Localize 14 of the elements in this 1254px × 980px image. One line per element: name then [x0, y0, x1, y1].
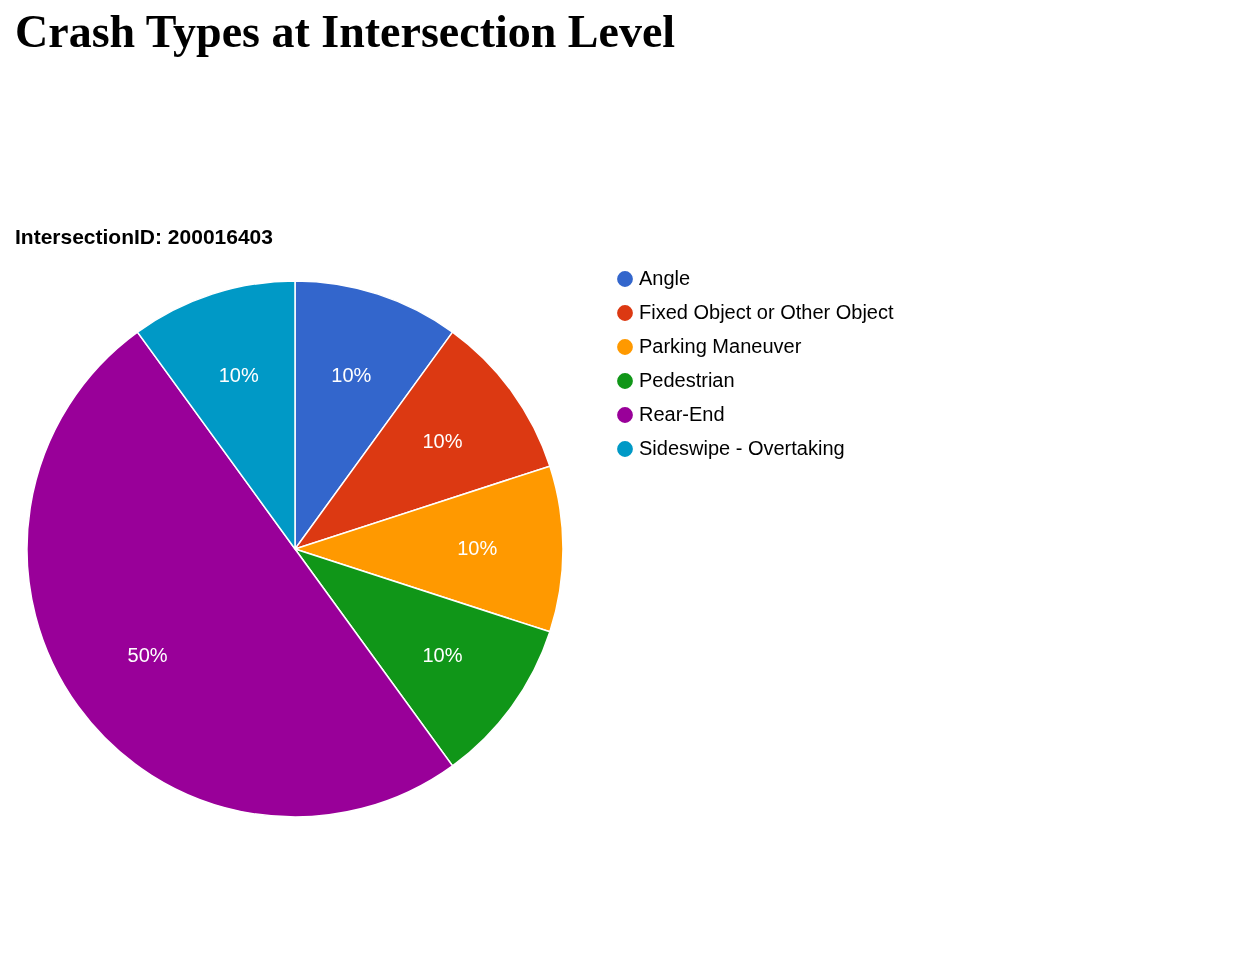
data-label: 10%	[422, 644, 463, 667]
data-label: 10%	[218, 363, 259, 386]
data-label: 50%	[127, 644, 168, 667]
legend-label: Angle	[639, 267, 691, 289]
data-label: 10%	[457, 537, 498, 559]
legend-label: Rear-End	[639, 403, 725, 425]
legend-label: Sideswipe - Overtaking	[639, 437, 845, 459]
chart-subtitle: IntersectionID: 200016403	[15, 225, 273, 248]
data-label: 10%	[331, 363, 372, 386]
legend-label: Fixed Object or Other Object	[639, 301, 894, 323]
legend-label: Pedestrian	[639, 369, 735, 391]
chart-title: Crash Types at Intersection Level	[15, 6, 676, 57]
legend-label: Parking Maneuver	[639, 335, 802, 357]
data-label: 10%	[422, 429, 463, 452]
